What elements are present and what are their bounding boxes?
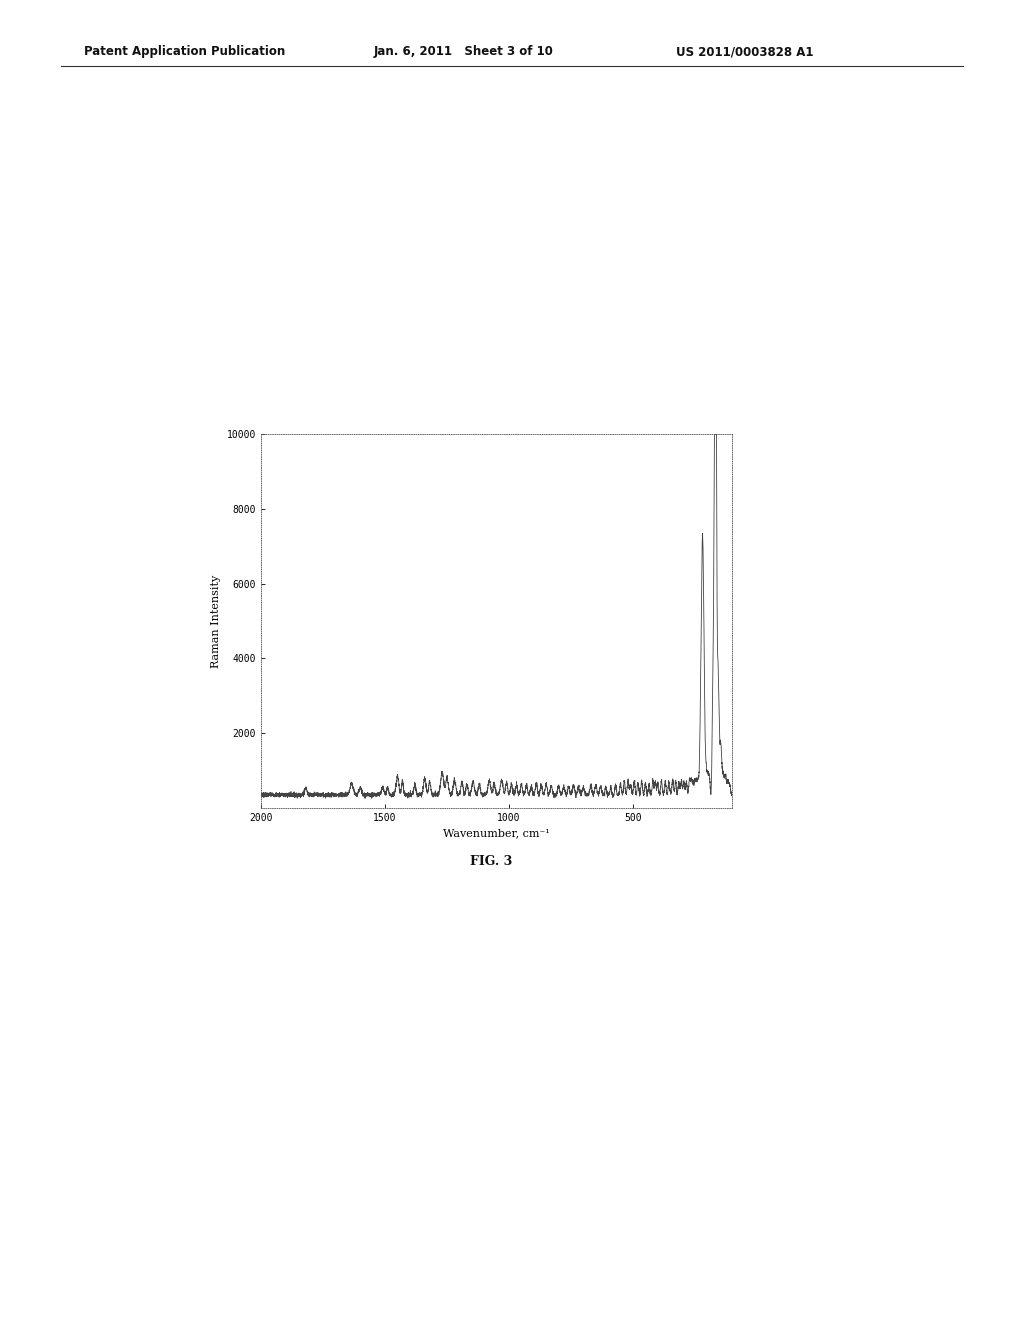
Text: FIG. 3: FIG. 3 xyxy=(470,854,513,867)
Y-axis label: Raman Intensity: Raman Intensity xyxy=(211,574,221,668)
Text: US 2011/0003828 A1: US 2011/0003828 A1 xyxy=(676,45,813,58)
X-axis label: Wavenumber, cm⁻¹: Wavenumber, cm⁻¹ xyxy=(443,828,550,838)
Text: Jan. 6, 2011   Sheet 3 of 10: Jan. 6, 2011 Sheet 3 of 10 xyxy=(374,45,554,58)
Text: Patent Application Publication: Patent Application Publication xyxy=(84,45,286,58)
